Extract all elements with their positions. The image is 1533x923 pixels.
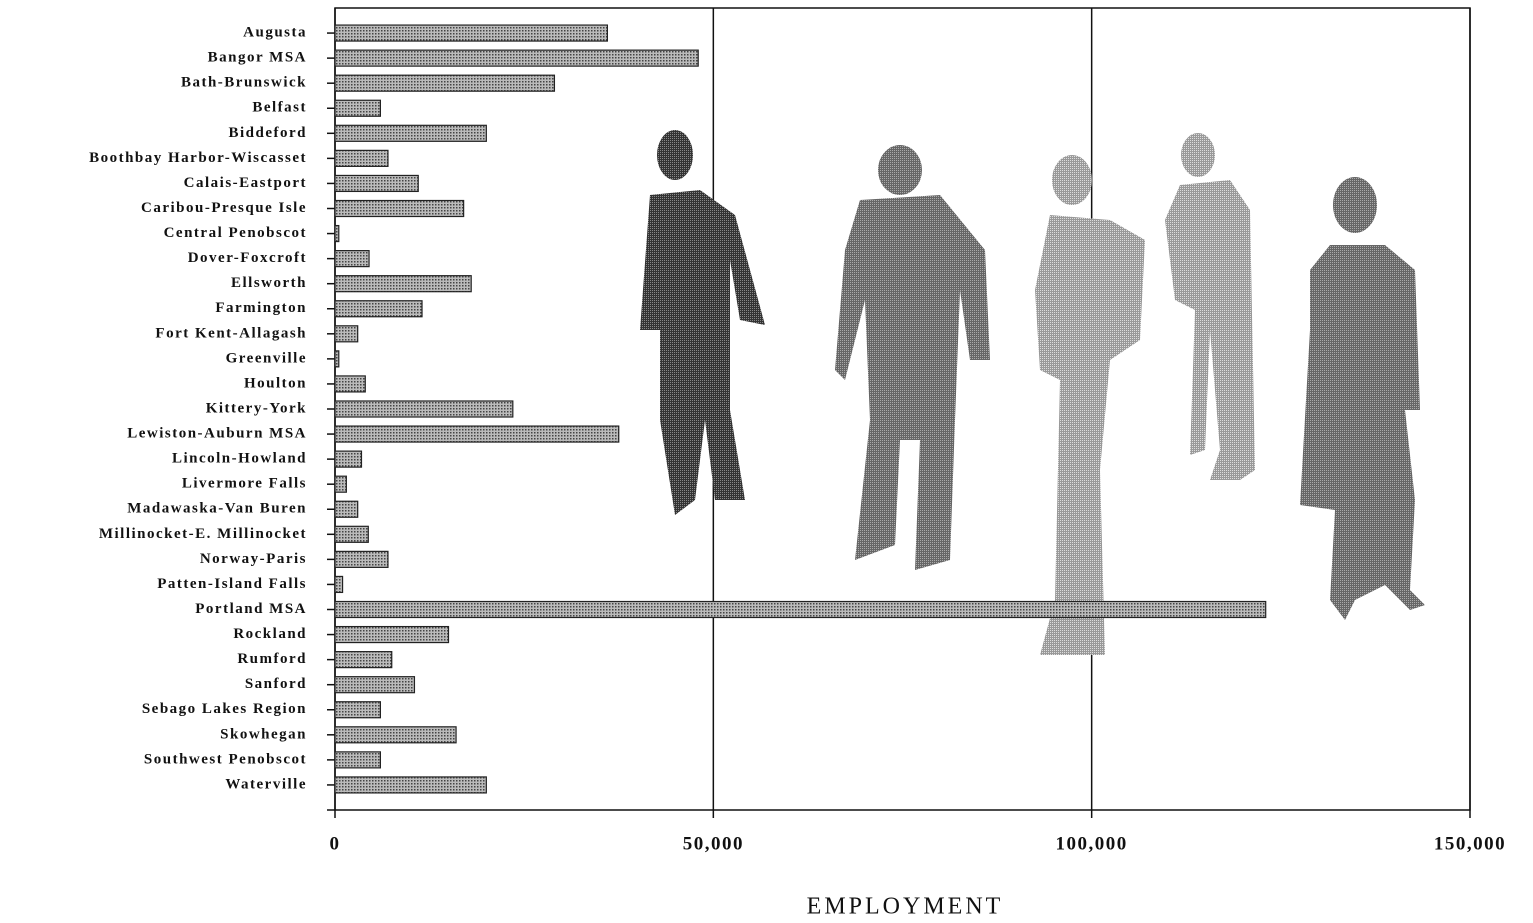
bar — [334, 726, 457, 744]
y-tick-label: Patten-Island Falls — [157, 576, 307, 592]
y-tick-label: Biddeford — [228, 125, 307, 141]
y-tick-label: Lewiston-Auburn MSA — [127, 426, 307, 442]
y-tick-label: Belfast — [252, 100, 307, 116]
bar — [334, 49, 699, 67]
y-tick-label: Norway-Paris — [200, 551, 307, 567]
y-tick-label: Southwest Penobscot — [144, 751, 307, 767]
bar — [334, 776, 487, 794]
y-tick-label: Augusta — [243, 25, 307, 41]
bar — [334, 525, 369, 543]
y-tick-label: Ellsworth — [231, 275, 307, 291]
bar — [334, 24, 608, 42]
y-tick-label: Lincoln-Howland — [172, 451, 307, 467]
x-tick-label: 100,000 — [1056, 833, 1128, 854]
bar — [334, 400, 514, 418]
y-tick-label: Bath-Brunswick — [181, 75, 307, 91]
bar — [334, 625, 450, 644]
y-tick-label: Sebago Lakes Region — [142, 701, 307, 717]
y-tick-label: Portland MSA — [195, 601, 307, 617]
x-tick-label: 150,000 — [1434, 833, 1506, 854]
y-tick-label: Rockland — [233, 626, 307, 642]
decoration-figures — [640, 130, 1425, 655]
y-tick-label: Kittery-York — [206, 400, 307, 416]
bar — [334, 250, 370, 268]
x-axis-title: EMPLOYMENT — [807, 894, 1004, 920]
y-tick-label: Dover-Foxcroft — [188, 250, 307, 266]
y-tick-label: Madawaska-Van Buren — [127, 501, 307, 517]
bar — [334, 199, 465, 218]
bar — [334, 475, 347, 493]
bar — [334, 99, 382, 117]
y-tick-label: Fort Kent-Allagash — [155, 325, 307, 341]
y-tick-label: Bangor MSA — [208, 50, 307, 66]
bar — [334, 74, 556, 92]
bar — [334, 600, 1267, 619]
bar — [334, 651, 393, 669]
y-tick-label: Skowhegan — [220, 726, 307, 742]
y-tick-label: Farmington — [215, 300, 307, 316]
bar — [334, 751, 382, 769]
bar — [334, 575, 344, 594]
bar — [334, 149, 389, 167]
y-tick-label: Rumford — [237, 651, 307, 667]
bar — [334, 676, 416, 694]
y-tick-label: Central Penobscot — [164, 225, 307, 241]
y-tick-label: Calais-Eastport — [184, 175, 307, 191]
bar — [334, 300, 423, 318]
bar — [334, 701, 382, 719]
bar — [334, 375, 366, 393]
y-tick-label: Houlton — [244, 375, 307, 391]
y-tick-label: Greenville — [226, 350, 307, 366]
x-tick-label: 50,000 — [683, 833, 744, 854]
bar — [334, 325, 359, 343]
bar — [334, 500, 359, 518]
y-tick-label: Caribou-Presque Isle — [141, 200, 307, 216]
y-tick-label: Sanford — [245, 676, 307, 692]
bar — [334, 425, 620, 443]
y-tick-label: Boothbay Harbor-Wiscasset — [89, 150, 307, 166]
bar — [334, 224, 340, 243]
bar — [334, 350, 340, 368]
bar — [334, 174, 419, 193]
y-tick-label: Millinocket-E. Millinocket — [99, 526, 307, 542]
bar — [334, 275, 472, 293]
bar — [334, 550, 389, 568]
x-tick-label: 0 — [330, 833, 341, 854]
bar — [334, 450, 363, 468]
y-tick-label: Livermore Falls — [182, 476, 307, 492]
y-tick-label: Waterville — [225, 776, 307, 792]
bar — [334, 124, 487, 142]
